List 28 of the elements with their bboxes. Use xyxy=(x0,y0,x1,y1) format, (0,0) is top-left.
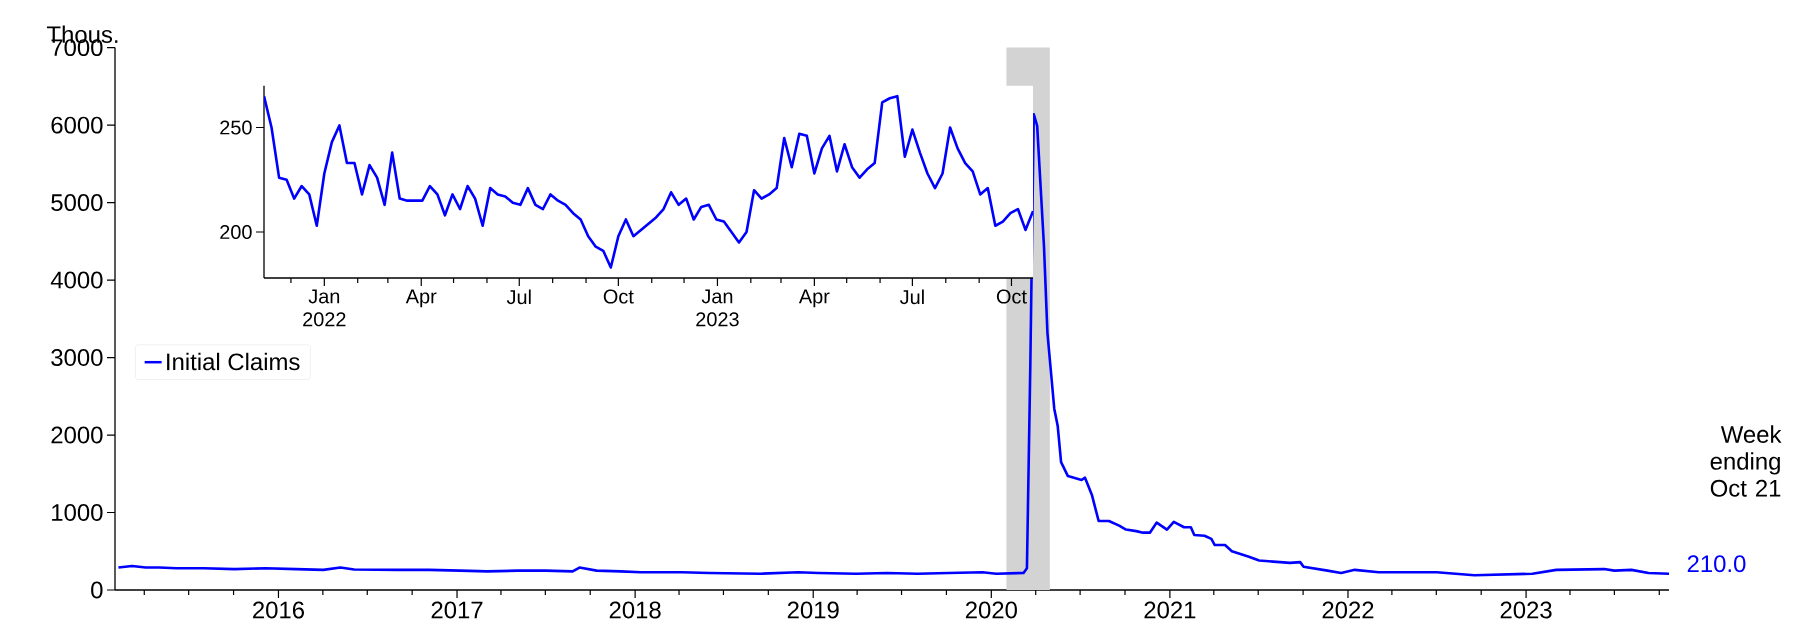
y-tick-label: 200 xyxy=(220,224,252,240)
x-tick-label: 2016 xyxy=(253,601,304,619)
x-tick-label: 2021 xyxy=(1144,601,1196,619)
x-tick-label: Oct xyxy=(603,289,634,304)
x-tick-label: 2023 xyxy=(1500,601,1552,619)
x-tick-label: 2017 xyxy=(431,601,483,619)
x-tick-label: Apr xyxy=(798,289,830,308)
y-tick-label: 2000 xyxy=(51,426,103,444)
x-tick-label: Jan 2023 xyxy=(696,289,739,327)
x-tick-label: Jan 2022 xyxy=(303,289,346,327)
x-tick-label: 2019 xyxy=(787,601,839,619)
y-tick-label: 250 xyxy=(220,120,252,135)
x-tick-label: Oct xyxy=(996,289,1027,304)
legend-label: Initial Claims xyxy=(167,352,300,371)
x-tick-label: 2020 xyxy=(965,601,1017,619)
x-tick-label: 2018 xyxy=(609,601,661,619)
text: Week ending Oct 21 xyxy=(1710,425,1782,497)
y-tick-label: 4000 xyxy=(50,271,103,289)
y-tick-label: 1000 xyxy=(52,504,103,521)
y-tick-label: 5000 xyxy=(51,194,103,212)
y-tick-label: 6000 xyxy=(51,116,103,134)
y-tick-label: 3000 xyxy=(51,349,103,367)
x-tick-label: Jul xyxy=(899,289,924,305)
x-tick-label: 2022 xyxy=(1322,601,1374,619)
x-tick-label: Apr xyxy=(405,289,437,308)
y-tick-label: 0 xyxy=(91,581,103,599)
annotation: 210.0 xyxy=(1687,555,1746,573)
x-tick-label: Jul xyxy=(506,289,531,305)
